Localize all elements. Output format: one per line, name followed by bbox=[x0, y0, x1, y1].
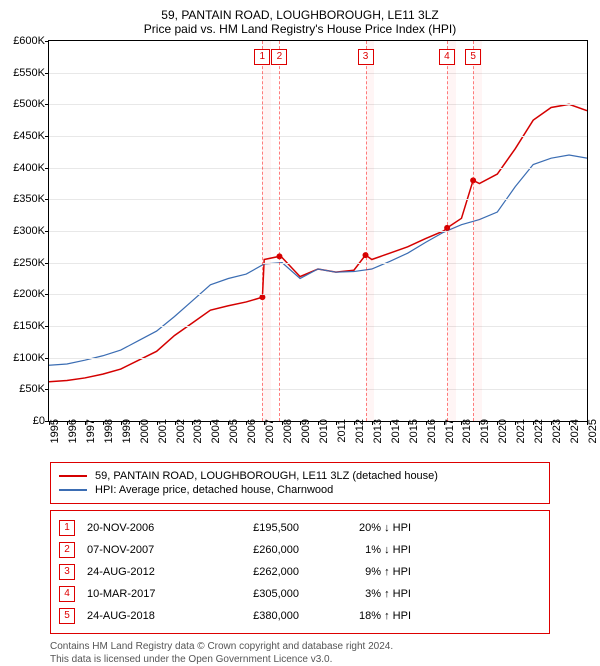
y-tick-label: £150K bbox=[1, 320, 45, 332]
x-tick-label: 2012 bbox=[354, 419, 366, 443]
sale-delta: 18% ↑ HPI bbox=[311, 610, 411, 622]
sale-band bbox=[366, 41, 375, 421]
y-tick-label: £600K bbox=[1, 35, 45, 47]
series-line bbox=[49, 104, 587, 381]
sale-marker-line bbox=[473, 41, 474, 421]
sale-price: £260,000 bbox=[209, 544, 299, 556]
x-tick-label: 2000 bbox=[139, 419, 151, 443]
page-subtitle: Price paid vs. HM Land Registry's House … bbox=[0, 22, 600, 40]
x-tick-label: 2023 bbox=[551, 419, 563, 443]
sale-band bbox=[473, 41, 482, 421]
sale-date: 07-NOV-2007 bbox=[87, 544, 197, 556]
sale-band bbox=[262, 41, 271, 421]
x-tick-label: 2013 bbox=[372, 419, 384, 443]
x-tick-label: 2011 bbox=[336, 419, 348, 443]
sale-marker-badge: 1 bbox=[254, 49, 270, 65]
x-tick-label: 2024 bbox=[569, 419, 581, 443]
x-tick-label: 2008 bbox=[282, 419, 294, 443]
x-tick-label: 2020 bbox=[497, 419, 509, 443]
table-row: 3 24-AUG-2012 £262,000 9% ↑ HPI bbox=[59, 561, 541, 583]
x-tick-label: 2018 bbox=[461, 419, 473, 443]
sale-delta: 20% ↓ HPI bbox=[311, 522, 411, 534]
series-line bbox=[49, 155, 587, 365]
sale-marker-line bbox=[366, 41, 367, 421]
table-row: 4 10-MAR-2017 £305,000 3% ↑ HPI bbox=[59, 583, 541, 605]
x-tick-label: 2022 bbox=[533, 419, 545, 443]
sale-marker-badge: 5 bbox=[465, 49, 481, 65]
sale-date: 20-NOV-2006 bbox=[87, 522, 197, 534]
sale-price: £262,000 bbox=[209, 566, 299, 578]
sales-table: 1 20-NOV-2006 £195,500 20% ↓ HPI 2 07-NOV-200… bbox=[50, 510, 550, 634]
x-tick-label: 2006 bbox=[246, 419, 258, 443]
y-tick-label: £400K bbox=[1, 162, 45, 174]
y-tick-label: £550K bbox=[1, 67, 45, 79]
sale-marker-line bbox=[447, 41, 448, 421]
legend-swatch bbox=[59, 475, 87, 477]
sale-marker-badge: 4 bbox=[439, 49, 455, 65]
y-tick-label: £500K bbox=[1, 98, 45, 110]
y-tick-label: £300K bbox=[1, 225, 45, 237]
sale-marker-line bbox=[279, 41, 280, 421]
legend-box: 59, PANTAIN ROAD, LOUGHBOROUGH, LE11 3LZ… bbox=[50, 462, 550, 504]
x-tick-label: 2019 bbox=[479, 419, 491, 443]
page-title: 59, PANTAIN ROAD, LOUGHBOROUGH, LE11 3LZ bbox=[0, 0, 600, 22]
sale-delta: 1% ↓ HPI bbox=[311, 544, 411, 556]
y-tick-label: £100K bbox=[1, 352, 45, 364]
x-tick-label: 2002 bbox=[175, 419, 187, 443]
x-tick-label: 2009 bbox=[300, 419, 312, 443]
table-row: 1 20-NOV-2006 £195,500 20% ↓ HPI bbox=[59, 517, 541, 539]
y-tick-label: £350K bbox=[1, 193, 45, 205]
sale-date: 24-AUG-2012 bbox=[87, 566, 197, 578]
x-tick-label: 2021 bbox=[515, 419, 527, 443]
price-chart: £0£50K£100K£150K£200K£250K£300K£350K£400… bbox=[48, 40, 588, 422]
x-tick-label: 2014 bbox=[390, 419, 402, 443]
y-tick-label: £450K bbox=[1, 130, 45, 142]
sale-marker-badge: 2 bbox=[271, 49, 287, 65]
x-tick-label: 2004 bbox=[210, 419, 222, 443]
sale-price: £195,500 bbox=[209, 522, 299, 534]
sale-price: £380,000 bbox=[209, 610, 299, 622]
x-tick-label: 1997 bbox=[85, 419, 97, 443]
sale-band bbox=[447, 41, 456, 421]
x-tick-label: 2007 bbox=[264, 419, 276, 443]
table-row: 5 24-AUG-2018 £380,000 18% ↑ HPI bbox=[59, 605, 541, 627]
row-marker-badge: 4 bbox=[59, 586, 75, 602]
sale-date: 10-MAR-2017 bbox=[87, 588, 197, 600]
footer-line-2: This data is licensed under the Open Gov… bbox=[50, 653, 550, 666]
footer-attribution: Contains HM Land Registry data © Crown c… bbox=[50, 640, 550, 666]
x-tick-label: 1995 bbox=[49, 419, 61, 443]
legend-label: 59, PANTAIN ROAD, LOUGHBOROUGH, LE11 3LZ… bbox=[95, 470, 438, 482]
row-marker-badge: 1 bbox=[59, 520, 75, 536]
sale-marker-line bbox=[262, 41, 263, 421]
x-tick-label: 1998 bbox=[103, 419, 115, 443]
legend-row: HPI: Average price, detached house, Char… bbox=[59, 483, 541, 497]
legend-row: 59, PANTAIN ROAD, LOUGHBOROUGH, LE11 3LZ… bbox=[59, 469, 541, 483]
x-tick-label: 2010 bbox=[318, 419, 330, 443]
x-tick-label: 2016 bbox=[426, 419, 438, 443]
row-marker-badge: 2 bbox=[59, 542, 75, 558]
sale-marker-badge: 3 bbox=[358, 49, 374, 65]
footer-line-1: Contains HM Land Registry data © Crown c… bbox=[50, 640, 550, 653]
x-tick-label: 2003 bbox=[192, 419, 204, 443]
legend-label: HPI: Average price, detached house, Char… bbox=[95, 484, 333, 496]
y-tick-label: £0 bbox=[1, 415, 45, 427]
sale-delta: 9% ↑ HPI bbox=[311, 566, 411, 578]
row-marker-badge: 5 bbox=[59, 608, 75, 624]
table-row: 2 07-NOV-2007 £260,000 1% ↓ HPI bbox=[59, 539, 541, 561]
row-marker-badge: 3 bbox=[59, 564, 75, 580]
sale-price: £305,000 bbox=[209, 588, 299, 600]
x-tick-label: 1999 bbox=[121, 419, 133, 443]
y-tick-label: £200K bbox=[1, 288, 45, 300]
sale-date: 24-AUG-2018 bbox=[87, 610, 197, 622]
sale-delta: 3% ↑ HPI bbox=[311, 588, 411, 600]
x-tick-label: 2015 bbox=[408, 419, 420, 443]
x-tick-label: 2001 bbox=[157, 419, 169, 443]
x-tick-label: 2017 bbox=[444, 419, 456, 443]
legend-swatch bbox=[59, 489, 87, 491]
x-tick-label: 2005 bbox=[228, 419, 240, 443]
x-tick-label: 2025 bbox=[587, 419, 599, 443]
y-tick-label: £50K bbox=[1, 383, 45, 395]
x-tick-label: 1996 bbox=[67, 419, 79, 443]
y-tick-label: £250K bbox=[1, 257, 45, 269]
